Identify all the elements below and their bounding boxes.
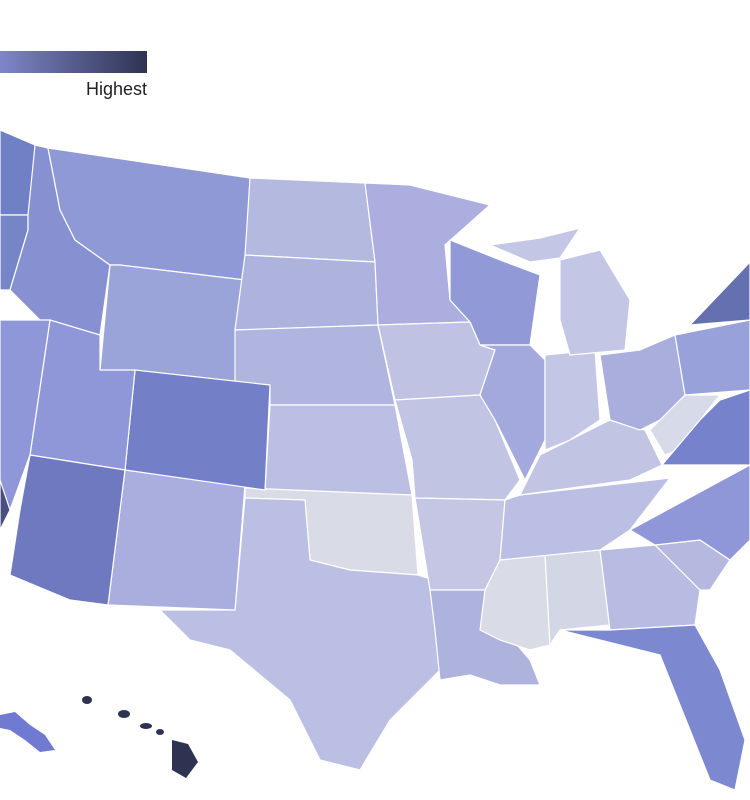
legend-label: Highest [86,79,147,99]
legend: Highest [0,51,147,99]
state [9,454,126,606]
state [661,389,750,466]
states [0,129,750,791]
island [140,723,152,729]
state [479,344,546,481]
state [559,624,746,791]
alaska-coast [0,712,55,752]
state [0,319,51,511]
state [0,479,11,531]
state [519,419,663,496]
state [244,177,376,263]
state [674,319,750,396]
state [124,369,271,491]
alaska [0,712,55,752]
island [156,729,164,735]
legend-gradient [0,51,147,73]
island [118,710,130,718]
state [264,404,413,496]
state [599,544,701,631]
state [489,227,581,263]
island [172,740,198,778]
state [159,497,441,771]
state [629,464,750,561]
state [99,264,246,386]
state [689,261,750,326]
state [559,249,631,356]
state [234,254,379,331]
state [499,477,671,561]
state [107,469,246,611]
hawaii [82,696,198,778]
island [82,696,92,704]
